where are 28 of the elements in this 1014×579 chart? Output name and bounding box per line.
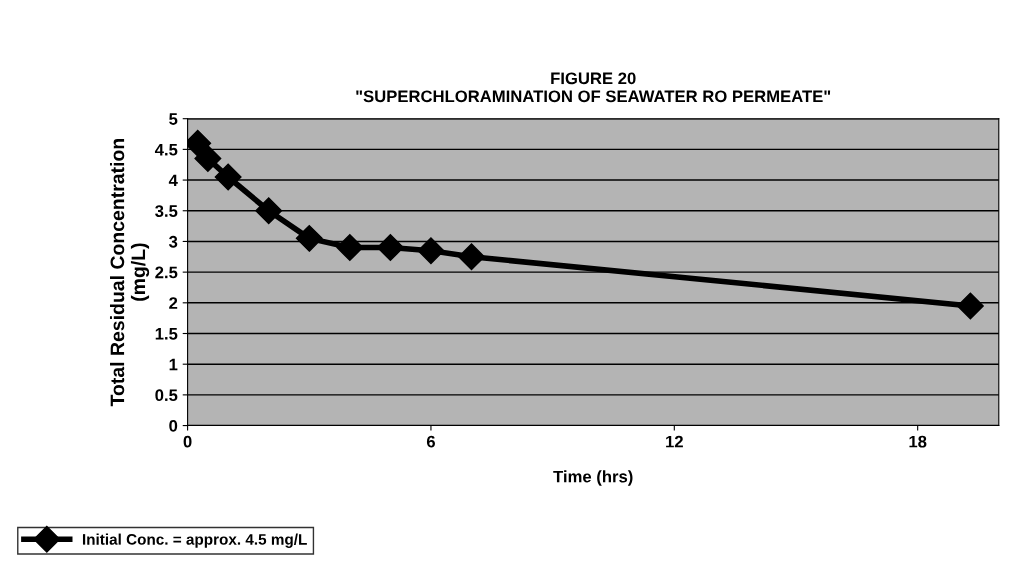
y-tick-label: 0.5	[155, 389, 178, 402]
x-axis-title: Time (hrs)	[553, 470, 633, 486]
point	[336, 234, 364, 262]
x-tick-label: 0	[183, 435, 192, 448]
point	[956, 292, 984, 320]
y-tick-label: 2	[169, 297, 178, 309]
y-tick-label: 5	[169, 113, 178, 125]
x-tick-label: 18	[909, 435, 927, 448]
point	[295, 224, 323, 252]
legend-label: Initial Conc. = approx. 4.5 mg/L	[82, 533, 307, 548]
y-tick-label: 4.5	[154, 143, 178, 156]
y-tick-label: 1.5	[155, 328, 178, 340]
point	[214, 163, 242, 191]
y-tick-label: 0	[169, 419, 178, 432]
y-tick-label: 1	[169, 358, 178, 371]
point	[255, 197, 283, 225]
y-tick-label: 3	[168, 235, 178, 248]
y-tick-label: 4	[168, 174, 178, 187]
x-tick-label: 6	[426, 435, 435, 448]
x-tick-label: 12	[666, 435, 683, 448]
point	[376, 234, 404, 262]
y-tick-label: 2.5	[155, 266, 178, 279]
y-axis-title: Total Residual Concentration (mg/L)	[109, 139, 150, 407]
chart-title: FIGURE 20 "SUPERCHLORAMINATION OF SEAWATER RO PERMEATE"	[356, 72, 831, 103]
point	[417, 237, 445, 265]
point	[458, 243, 485, 271]
point	[194, 145, 222, 173]
y-tick-label: 3.5	[155, 205, 178, 217]
